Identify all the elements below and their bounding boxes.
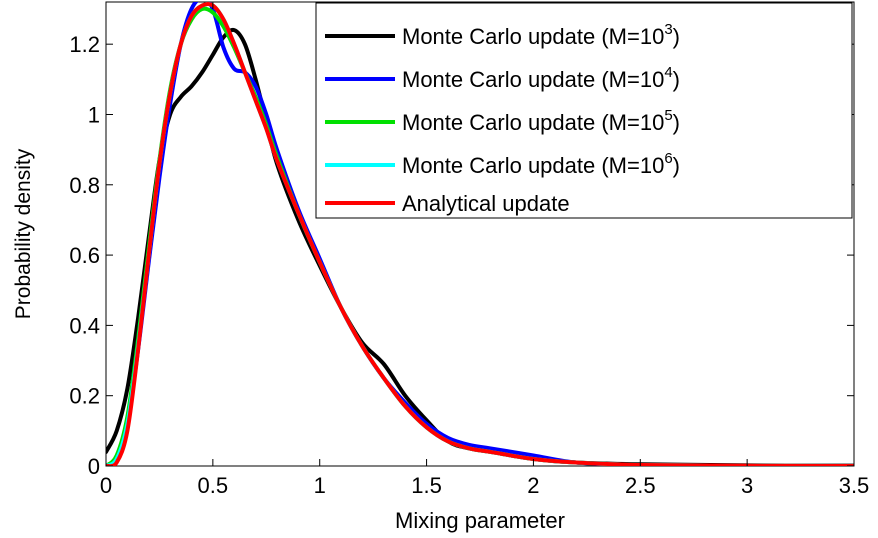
y-axis: 0 0.2 0.4 0.6 0.8 1 1.2 [69,32,854,479]
y-tick-label: 0.4 [69,313,100,338]
series-layer [106,2,854,466]
legend-label-5: Analytical update [402,191,570,216]
legend-box [315,2,853,219]
y-axis-title: Probability density [12,148,35,319]
legend-label-1: Monte Carlo update (M=103) [402,21,680,49]
x-tick-label: 2.5 [625,473,656,498]
y-tick-label: 1.2 [69,32,100,57]
y-tick-label: 1 [88,102,100,127]
x-tick-label: 1.5 [411,473,442,498]
legend-label-4: Monte Carlo update (M=106) [402,150,680,178]
x-tick-label: 2 [527,473,539,498]
x-tick-label: 1 [314,473,326,498]
x-tick-label: 0.5 [198,473,229,498]
x-tick-label: 3 [741,473,753,498]
legend-label-2: Monte Carlo update (M=104) [402,64,680,92]
y-tick-label: 0.2 [69,384,100,409]
legend-items: Monte Carlo update (M=103) Monte Carlo up… [325,21,680,216]
series-line-5 [106,2,854,466]
y-tick-label: 0.8 [69,173,100,198]
legend-label-3: Monte Carlo update (M=105) [402,107,680,135]
y-tick-label: 0.6 [69,243,100,268]
x-tick-label: 3.5 [839,473,870,498]
x-tick-label: 0 [100,473,112,498]
x-axis-title: Mixing parameter [395,508,565,533]
legend: Monte Carlo update (M=103) Monte Carlo up… [315,2,853,219]
y-tick-label: 0 [88,454,100,479]
